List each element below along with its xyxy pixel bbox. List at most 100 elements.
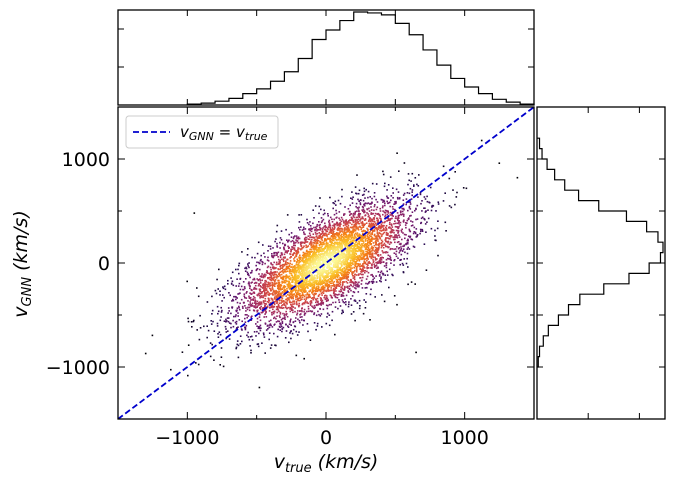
scatter-point	[300, 243, 302, 246]
scatter-point	[360, 269, 363, 272]
scatter-point	[258, 386, 261, 389]
scatter-point	[358, 214, 361, 216]
scatter-point	[327, 213, 329, 215]
scatter-point	[258, 316, 261, 318]
scatter-point	[209, 342, 212, 344]
scatter-point	[428, 201, 430, 204]
scatter-point	[375, 267, 378, 270]
scatter-point	[238, 306, 240, 309]
scatter-point	[273, 282, 276, 284]
scatter-point	[309, 252, 311, 255]
scatter-point	[339, 244, 342, 246]
scatter-point	[293, 252, 296, 255]
scatter-point	[345, 256, 348, 258]
scatter-point	[276, 302, 279, 304]
scatter-point	[346, 258, 348, 261]
scatter-point	[364, 307, 367, 309]
scatter-point	[267, 250, 269, 252]
scatter-point	[289, 287, 291, 289]
scatter-point	[431, 206, 433, 208]
scatter-point	[312, 222, 314, 225]
scatter-point	[260, 285, 262, 288]
scatter-point	[373, 221, 376, 223]
scatter-point	[388, 235, 391, 237]
scatter-point	[288, 247, 290, 249]
scatter-point	[302, 270, 304, 273]
scatter-point	[334, 223, 336, 226]
scatter-point	[289, 270, 292, 273]
scatter-point	[273, 284, 275, 286]
scatter-point	[256, 261, 258, 264]
scatter-point	[375, 243, 377, 246]
scatter-point	[336, 270, 338, 272]
scatter-point	[358, 200, 360, 202]
scatter-point	[304, 283, 307, 286]
scatter-point	[316, 277, 318, 280]
scatter-point	[308, 243, 311, 245]
scatter-point	[251, 315, 253, 318]
scatter-point	[263, 306, 266, 309]
scatter-point	[303, 233, 305, 235]
scatter-point	[334, 288, 336, 291]
scatter-point	[368, 251, 370, 254]
scatter-point	[350, 242, 352, 244]
scatter-point	[325, 280, 327, 282]
scatter-point	[351, 251, 354, 254]
scatter-point	[319, 236, 322, 239]
scatter-point	[427, 209, 429, 211]
scatter-point	[324, 275, 327, 277]
scatter-point	[355, 268, 358, 270]
scatter-point	[346, 255, 348, 257]
scatter-point	[297, 242, 300, 244]
scatter-point	[311, 258, 314, 261]
scatter-point	[346, 239, 348, 241]
scatter-point	[421, 230, 424, 232]
scatter-point	[321, 282, 323, 284]
scatter-point	[250, 352, 252, 354]
scatter-point	[310, 284, 313, 286]
scatter-point	[289, 260, 292, 262]
scatter-point	[366, 283, 369, 285]
scatter-point	[277, 256, 279, 258]
scatter-point	[252, 299, 255, 301]
scatter-point	[382, 210, 384, 212]
scatter-point	[322, 301, 325, 304]
scatter-point	[390, 195, 393, 197]
scatter-point	[350, 213, 353, 215]
scatter-point	[356, 207, 359, 209]
scatter-point	[360, 257, 363, 259]
scatter-point	[329, 294, 332, 297]
scatter-point	[270, 278, 272, 281]
scatter-point	[289, 319, 292, 322]
scatter-point	[396, 241, 399, 244]
scatter-point	[343, 229, 346, 232]
scatter-point	[277, 292, 280, 295]
scatter-point	[262, 284, 264, 286]
scatter-point	[255, 323, 257, 325]
scatter-point	[373, 277, 376, 279]
scatter-point	[237, 315, 239, 317]
scatter-point	[313, 307, 315, 310]
scatter-point	[366, 233, 369, 236]
scatter-point	[297, 289, 300, 292]
scatter-point	[302, 228, 305, 231]
scatter-point	[283, 289, 285, 291]
scatter-point	[379, 271, 382, 274]
scatter-point	[256, 306, 258, 308]
scatter-point	[348, 211, 351, 213]
scatter-point	[373, 234, 376, 237]
scatter-point	[320, 292, 323, 295]
scatter-point	[320, 286, 323, 289]
scatter-point	[280, 306, 282, 309]
scatter-point	[300, 226, 302, 228]
scatter-point	[396, 212, 399, 214]
scatter-point	[385, 264, 388, 267]
scatter-point	[259, 303, 261, 305]
scatter-point	[341, 227, 343, 230]
scatter-point	[424, 223, 427, 225]
scatter-point	[379, 215, 381, 217]
scatter-point	[361, 216, 364, 218]
scatter-point	[332, 265, 335, 267]
scatter-point	[257, 261, 260, 264]
